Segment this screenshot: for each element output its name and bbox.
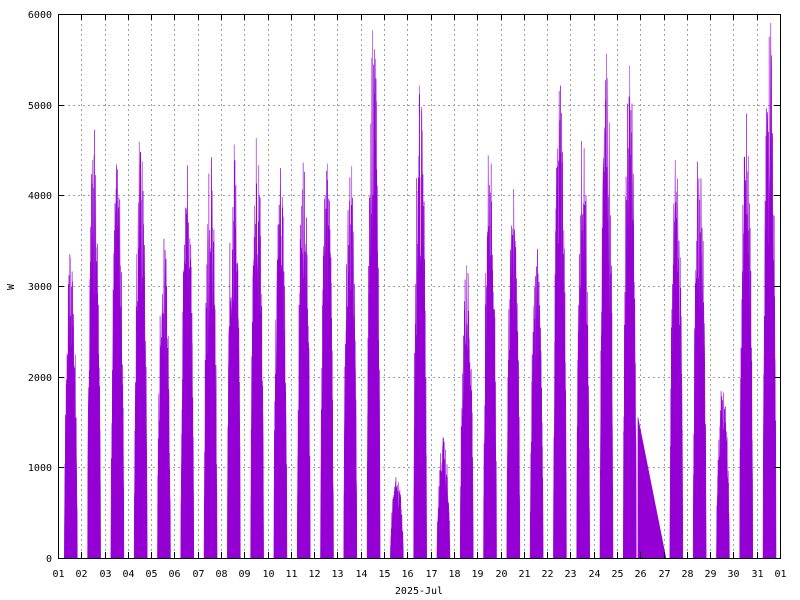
- y-tick-label: 6000: [28, 10, 52, 21]
- day-14-area: [366, 30, 381, 559]
- x-tick-label: 02: [75, 569, 87, 580]
- day-20-area: [506, 188, 521, 559]
- day-5-area: [157, 238, 171, 559]
- y-tick-label: 4000: [28, 191, 52, 202]
- x-tick-label: 01: [52, 569, 64, 580]
- y-tick-label: 3000: [28, 282, 52, 293]
- day-10-area: [273, 168, 288, 559]
- y-tick-label: 5000: [28, 101, 52, 112]
- day-24-area: [599, 53, 614, 559]
- x-axis-title: 2025-Jul: [395, 586, 443, 597]
- x-tick-label: 04: [122, 569, 134, 580]
- x-tick-label: 06: [168, 569, 180, 580]
- x-tick-label: 23: [564, 569, 576, 580]
- day-31-area: [762, 23, 777, 559]
- day-18-area: [459, 265, 474, 559]
- y-axis-title: W: [6, 283, 17, 290]
- day-4-area: [133, 141, 148, 559]
- data-series: [64, 23, 777, 559]
- x-tick-label: 11: [285, 569, 297, 580]
- x-axis-ticks: 01 02 03 04 05 06 07 08 09 10 11 12 13 14 15 16 17 18 19 20…: [52, 14, 787, 580]
- x-tick-label: 01: [774, 569, 786, 580]
- day-7-area: [203, 157, 218, 559]
- x-tick-label: 27: [658, 569, 670, 580]
- day-1-area: [64, 254, 78, 559]
- x-tick-label: 03: [99, 569, 111, 580]
- day-22-area: [553, 85, 567, 559]
- day-9-area: [250, 138, 264, 559]
- day-6-area: [180, 165, 195, 559]
- x-tick-label: 21: [518, 569, 530, 580]
- grid-lines: [58, 14, 780, 558]
- y-tick-label: 2000: [28, 373, 52, 384]
- x-tick-label: 05: [145, 569, 157, 580]
- day-27-area: [669, 159, 684, 559]
- day-30-area: [739, 113, 754, 559]
- y-axis-ticks: 0 1000 2000 3000 4000 5000 6000: [28, 10, 780, 565]
- x-tick-label: 16: [401, 569, 413, 580]
- x-tick-label: 25: [611, 569, 623, 580]
- x-tick-label: 19: [471, 569, 483, 580]
- x-tick-label: 28: [681, 569, 693, 580]
- x-tick-label: 09: [238, 569, 250, 580]
- day-21-area: [529, 248, 544, 559]
- day-12-area: [320, 163, 334, 559]
- x-tick-label: 15: [378, 569, 390, 580]
- day-2-area: [87, 130, 101, 559]
- day-29-area: [716, 391, 730, 559]
- x-tick-label: 20: [495, 569, 507, 580]
- gap-interpolation-area: [637, 417, 667, 559]
- x-tick-label: 07: [192, 569, 204, 580]
- day-11-area: [296, 162, 311, 559]
- x-tick-label: 14: [355, 569, 367, 580]
- day-15-area: [390, 477, 404, 559]
- day-16-area: [413, 85, 427, 559]
- day-13-area: [343, 166, 358, 559]
- day-3-area: [110, 164, 125, 559]
- y-tick-label: 1000: [28, 463, 52, 474]
- x-tick-label: 30: [727, 569, 739, 580]
- day-28-area: [692, 161, 707, 559]
- x-tick-label: 22: [541, 569, 553, 580]
- x-tick-label: 26: [634, 569, 646, 580]
- x-tick-label: 08: [215, 569, 227, 580]
- day-17-area: [436, 437, 451, 559]
- x-tick-label: 31: [751, 569, 763, 580]
- x-tick-label: 24: [588, 569, 600, 580]
- x-tick-label: 17: [425, 569, 437, 580]
- x-tick-label: 13: [331, 569, 343, 580]
- day-25-area: [623, 65, 637, 559]
- x-tick-label: 29: [704, 569, 716, 580]
- x-tick-label: 18: [448, 569, 460, 580]
- x-tick-label: 10: [262, 569, 274, 580]
- x-tick-label: 12: [308, 569, 320, 580]
- day-23-area: [576, 140, 590, 559]
- day-19-area: [483, 155, 497, 559]
- day-8-area: [227, 144, 241, 559]
- y-tick-label: 0: [46, 554, 52, 565]
